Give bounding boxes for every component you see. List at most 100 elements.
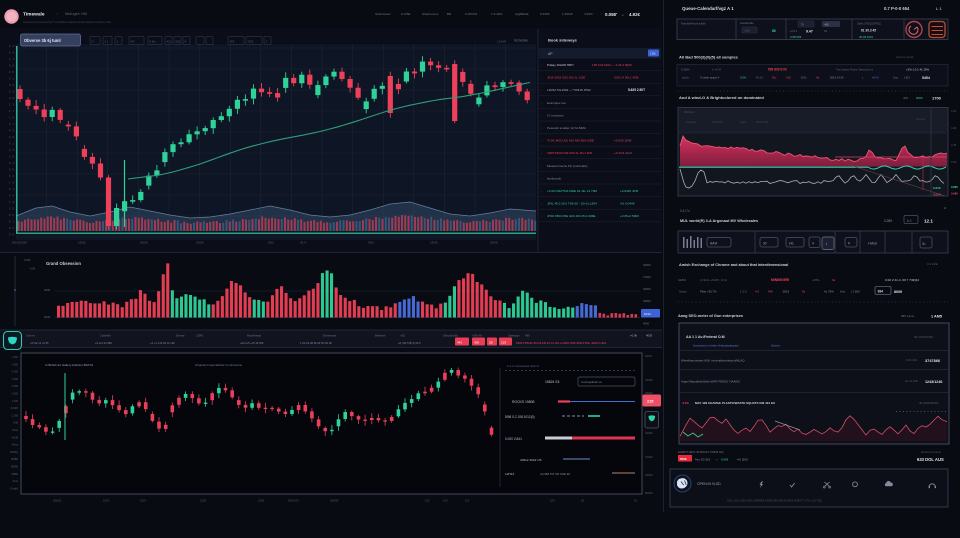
- svg-text:MAY 429 CHARGE PLASTICWASTE SQ: MAY 429 CHARGE PLASTICWASTE SQUATS 639 4…: [695, 401, 775, 405]
- svg-text:Smart: Smart: [679, 290, 687, 294]
- svg-text:Pdaay 10a%5 HRH: Pdaay 10a%5 HRH: [547, 63, 573, 67]
- svg-text:Grand Obsession: Grand Obsession: [46, 261, 81, 266]
- svg-text:Shanfonece: Shanfonece: [422, 12, 439, 16]
- svg-text:143: 143: [443, 499, 448, 503]
- svg-text:●24.0: ●24.0: [872, 75, 879, 79]
- svg-text:81c: 81c: [772, 75, 777, 79]
- svg-text:BE: BE: [447, 12, 451, 16]
- svg-text:4: 4: [9, 130, 11, 133]
- svg-text:45020: 45020: [645, 391, 653, 395]
- svg-text:Earned: Earned: [176, 334, 185, 338]
- svg-text:+0 34.5 20+5: +0 34.5 20+5: [614, 151, 632, 155]
- svg-text:O: O: [92, 39, 95, 43]
- svg-text:6234: 6234: [644, 312, 651, 316]
- svg-text:J015 2015 G02 302 JL J250: J015 2015 G02 302 JL J250: [547, 76, 585, 80]
- svg-text:..: ..: [198, 39, 200, 43]
- svg-text:3: 3: [541, 191, 543, 193]
- svg-text:*023: *023: [248, 39, 254, 43]
- svg-text:0.020 2.841: 0.020 2.841: [505, 437, 522, 441]
- svg-text:445: 445: [457, 340, 462, 344]
- svg-text:8009: 8009: [894, 290, 902, 294]
- svg-text:0.695: 0.695: [951, 185, 958, 189]
- svg-text:17 emotions: 17 emotions: [547, 113, 564, 117]
- svg-text:1.5M: 1.5M: [650, 53, 655, 56]
- svg-text:2: 2: [9, 136, 11, 139]
- svg-text:9: 9: [13, 195, 15, 198]
- svg-text:1.5-29%: 1.5-29%: [491, 12, 503, 16]
- svg-text:Extraneous: Extraneous: [323, 334, 337, 338]
- svg-text:0: 0: [9, 234, 11, 237]
- svg-text:40006: 40006: [645, 431, 653, 435]
- svg-text:103: 103: [425, 499, 430, 503]
- svg-text:+: +: [716, 458, 718, 462]
- svg-text:2: 2: [9, 104, 11, 107]
- svg-text:3: 3: [13, 91, 15, 94]
- svg-text:43: 43: [824, 29, 827, 33]
- svg-text:30: 30: [763, 241, 767, 245]
- svg-text:Max: Max: [840, 290, 846, 294]
- svg-text:8: 8: [13, 65, 15, 68]
- svg-text:Timewale: Timewale: [23, 12, 45, 18]
- svg-text:6: 6: [9, 175, 11, 178]
- svg-text:43000: 43000: [643, 299, 651, 303]
- svg-text:0.98 609: 0.98 609: [790, 35, 802, 39]
- svg-text:#: #: [848, 241, 850, 245]
- svg-text:4030: 4030: [646, 334, 653, 338]
- svg-text:Gau: Gau: [893, 75, 899, 79]
- svg-text:8: 8: [9, 227, 11, 230]
- svg-text:+0.5 1: +0.5 1: [790, 29, 798, 33]
- svg-text:A.A.A unanswered reforms: A.A.A unanswered reforms: [507, 364, 540, 368]
- svg-text:0.5%: 0.5%: [740, 75, 747, 79]
- svg-text:2: 2: [9, 149, 11, 152]
- svg-text:Faw-bditeVcsh jvbdsl: Faw-bditeVcsh jvbdsl: [681, 22, 706, 26]
- svg-text:0.640: 0.640: [933, 186, 941, 190]
- svg-text:16/52: 16/52: [78, 241, 86, 245]
- svg-text:L: L: [862, 75, 864, 79]
- svg-text:025: 025: [176, 39, 181, 43]
- svg-text:6,000: 6,000: [12, 378, 19, 381]
- svg-text:keyboards: keyboards: [547, 176, 562, 180]
- svg-text:5/98 0-2 J08 1012(0): 5/98 0-2 J08 1012(0): [505, 415, 535, 419]
- svg-text:0-45/434: 0-45/434: [465, 12, 477, 16]
- svg-text:4: 4: [13, 149, 15, 152]
- svg-text:Measurements F1r [subtotals]: Measurements F1r [subtotals]: [547, 164, 587, 168]
- svg-text:5: 5: [13, 71, 15, 74]
- svg-text:9.47: 9.47: [806, 30, 813, 34]
- svg-text:AA'A: AA'A: [710, 241, 718, 245]
- svg-text:Po 2x: Po 2x: [756, 75, 764, 79]
- svg-text:AL 78%: AL 78%: [824, 290, 834, 294]
- svg-text:Rauthshead: Rauthshead: [247, 334, 262, 338]
- svg-text:110: 110: [465, 499, 470, 503]
- svg-text:Angel Wandafish/Safe MARYTEKES: Angel Wandafish/Safe MARYTEKES ‘NAAMC’: [681, 380, 741, 384]
- svg-text:15824 03:: 15824 03:: [545, 380, 560, 384]
- svg-text:+5 %2 +6 +0.35: +5 %2 +6 +0.35: [30, 341, 49, 345]
- svg-text:0.04 434: 0.04 434: [906, 358, 917, 362]
- svg-text:426: 426: [474, 340, 479, 344]
- svg-text:8::: 8::: [923, 242, 927, 246]
- svg-text:Wheelbarrowhats MLK minimalist: Wheelbarrowhats MLK minimalistministryof…: [681, 359, 745, 363]
- svg-text:0.0003: 0.0003: [11, 407, 19, 410]
- svg-text:Gaps: Gaps: [740, 120, 747, 124]
- svg-text:9: 9: [13, 136, 15, 139]
- svg-text:40-47/32/32/60: 40-47/32/32/60: [914, 335, 933, 339]
- svg-text:Queue-Calendarf/vgz A 1: Queue-Calendarf/vgz A 1: [682, 6, 734, 11]
- svg-text:4.45: 4.45: [951, 143, 957, 147]
- svg-text:Obverse 3b 6j tuml: Obverse 3b 6j tuml: [24, 38, 61, 43]
- svg-text:9.909: 9.909: [721, 458, 729, 462]
- svg-text:Filter +30.7%: Filter +30.7%: [700, 290, 717, 294]
- svg-text:40-40/60/60/6/6: 40-40/60/60/6/6: [919, 401, 939, 405]
- svg-text:9: 9: [13, 156, 15, 159]
- svg-text:1: 1: [9, 156, 11, 159]
- svg-text:10: 10: [634, 499, 637, 503]
- svg-text:12H13: 12H13: [505, 472, 514, 476]
- svg-text:EVERYTHING 4049/4043 TWINS 50(: EVERYTHING 4049/4043 TWINS 50(): [678, 450, 724, 454]
- svg-text:P605 # 8/5040 JK0.04 440 40 4.: P605 # 8/5040 JK0.04 440 40 4.0 404 +0.4…: [516, 341, 607, 345]
- svg-text:3: 3: [541, 90, 543, 92]
- svg-text:countryattract us: countryattract us: [581, 380, 602, 384]
- svg-text:AvgBEAE: AvgBEAE: [515, 12, 529, 16]
- svg-text:0.7 P-0-0 654: 0.7 P-0-0 654: [884, 6, 910, 11]
- svg-text:tentavst: tentavst: [916, 117, 925, 121]
- svg-text:JH04 0504 05E G04 404 45-0 400: JH04 0504 05E G04 404 45-0 400E: [547, 214, 595, 218]
- svg-text:Gateways: Gateways: [508, 334, 520, 338]
- svg-text:61 30.3 45: 61 30.3 45: [861, 29, 876, 33]
